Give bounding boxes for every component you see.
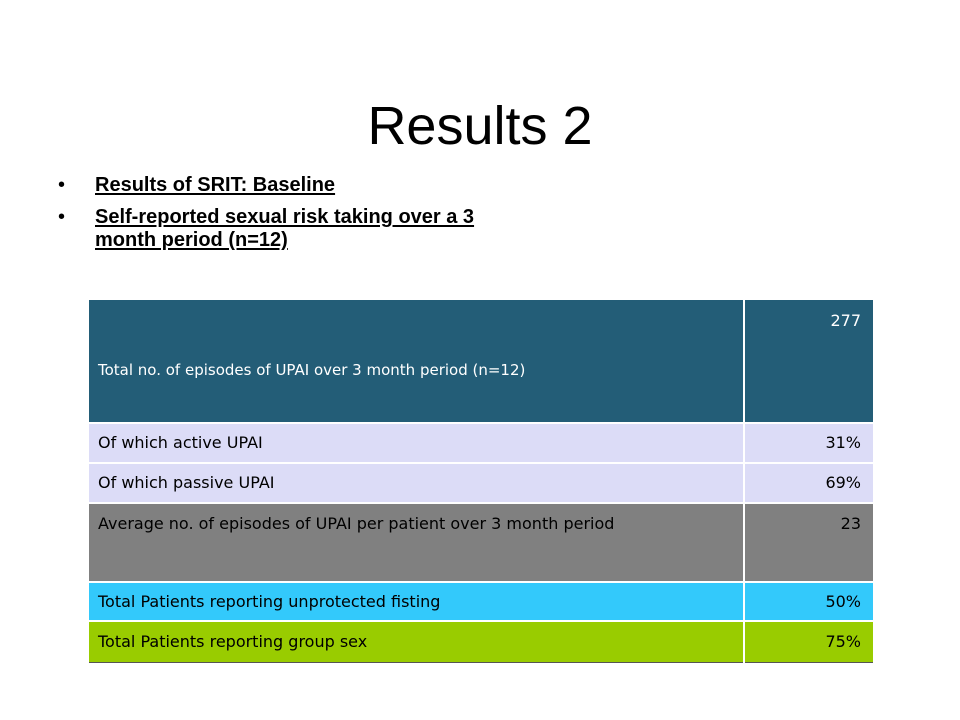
bullet-list: • Results of SRIT: Baseline • Self-repor… <box>58 174 518 261</box>
row-value: 277 <box>742 298 876 424</box>
table-row: Of which passive UPAI 69% <box>87 462 876 504</box>
row-label: Of which passive UPAI <box>87 462 745 504</box>
table-row: Total Patients reporting group sex 75% <box>87 620 876 663</box>
row-value: 69% <box>742 462 876 504</box>
row-label: Total no. of episodes of UPAI over 3 mon… <box>87 298 745 424</box>
results-table: Total no. of episodes of UPAI over 3 mon… <box>87 298 876 663</box>
row-label: Total Patients reporting group sex <box>87 620 745 663</box>
table-row: Of which active UPAI 31% <box>87 422 876 464</box>
table-row: Total Patients reporting unprotected fis… <box>87 581 876 622</box>
row-label: Of which active UPAI <box>87 422 745 464</box>
row-label: Average no. of episodes of UPAI per pati… <box>87 502 745 583</box>
bullet-item: • Self-reported sexual risk taking over … <box>58 206 518 252</box>
row-value: 50% <box>742 581 876 622</box>
bullet-text: Self-reported sexual risk taking over a … <box>95 206 475 251</box>
bullet-dot-icon: • <box>58 206 66 228</box>
row-value: 31% <box>742 422 876 464</box>
row-value: 75% <box>742 620 876 663</box>
table-row: Total no. of episodes of UPAI over 3 mon… <box>87 298 876 424</box>
row-value: 23 <box>742 502 876 583</box>
bullet-item: • Results of SRIT: Baseline <box>58 174 518 197</box>
slide-title: Results 2 <box>367 96 593 157</box>
bullet-text: Results of SRIT: Baseline <box>95 174 336 196</box>
table-row: Average no. of episodes of UPAI per pati… <box>87 502 876 583</box>
row-label: Total Patients reporting unprotected fis… <box>87 581 745 622</box>
bullet-dot-icon: • <box>58 174 66 196</box>
